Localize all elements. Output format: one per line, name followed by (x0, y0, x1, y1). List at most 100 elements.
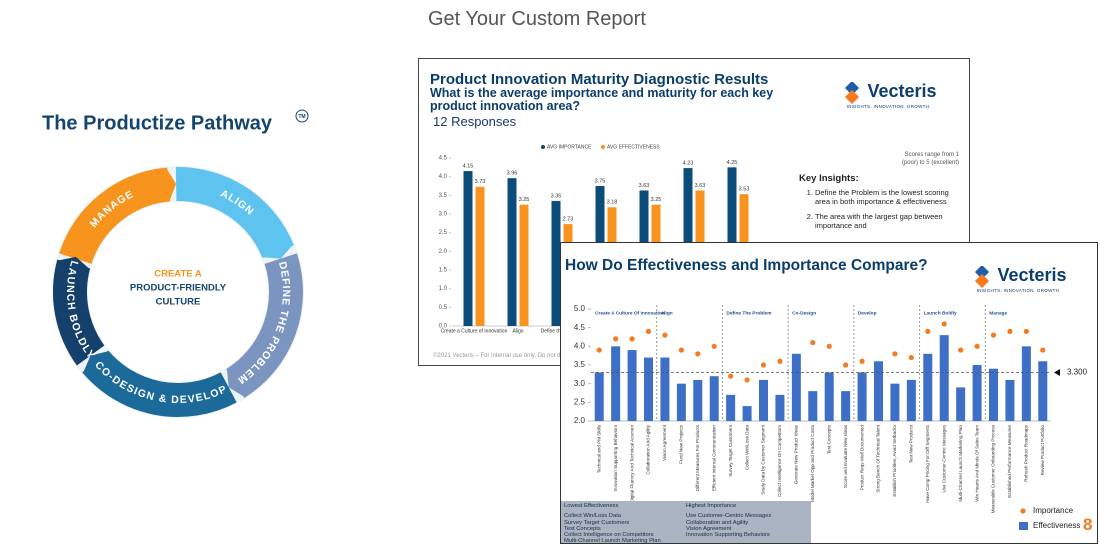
x-tick-label: Collect Intelligence On Competitors (777, 424, 782, 497)
front-title: How Do Effectiveness and Importance Comp… (565, 257, 928, 274)
bar (1038, 361, 1048, 421)
box-item: Test Concepts (564, 525, 601, 532)
y-tick-label: 4.5 (439, 156, 448, 162)
dot (925, 328, 931, 334)
x-tick-label: Score and Evaluate New Ideas (843, 424, 848, 488)
x-tick-label: Have Comp Pricing For Diff Segments (925, 424, 930, 502)
bar (972, 365, 982, 421)
stage-arrow (82, 351, 109, 374)
dot (662, 332, 668, 338)
x-tick-label: Use Customer-Centric Messages (941, 424, 946, 492)
stage-arrow (56, 256, 90, 270)
dot (613, 336, 619, 342)
group-label: Define The Problem (726, 310, 771, 316)
bar (551, 200, 561, 326)
y-tick-label: 3.0 (439, 212, 448, 218)
x-tick-label: Test Concepts (826, 424, 831, 454)
x-tick-label: Refresh Product Roadmaps (1024, 424, 1029, 481)
bar (594, 372, 604, 421)
legend-label: Effectiveness (1033, 521, 1080, 530)
x-tick-label: Efficient Internal Communication (711, 425, 716, 491)
x-tick-label: Product Reqs Well Documented (859, 425, 864, 491)
reference-label: 3.300 (1067, 368, 1088, 377)
legend-swatch (1019, 522, 1028, 530)
value-label: 3.63 (695, 183, 706, 189)
value-label: 3.96 (507, 171, 518, 177)
bar (1021, 346, 1031, 421)
dot (941, 321, 947, 327)
front-slide: 2.0 2.5 3.0 3.5 4.0 4.5 5.0 Create A Culture Of… (560, 242, 1098, 544)
bar (726, 394, 736, 421)
box-item: Survey Target Customers (564, 519, 630, 526)
back-logo: Vecteris INSIGHTS. INNOVATION. GROWTH. (841, 80, 937, 109)
group-label: Launch Boldly (924, 310, 957, 316)
box-item: Use Customer-Centric Messages (686, 513, 772, 520)
insights-title: Key Insights: (799, 173, 859, 184)
stage-arrow (226, 368, 246, 398)
bar (989, 368, 998, 421)
stage-arc (175, 167, 294, 259)
bar (519, 204, 529, 326)
trademark-circle (295, 109, 309, 123)
bar (808, 391, 818, 421)
x-tick-label: Study Data by Customer Segment (761, 424, 766, 494)
scores-note: Scores range from 1 (poor) to 5 (excelle… (901, 152, 959, 166)
logo-name: Vecteris (867, 81, 937, 101)
x-tick-label: Review Product Portfolio (1040, 425, 1045, 476)
legend-label: Importance (1033, 506, 1074, 515)
x-tick-label: Strong Bench Of Technical Talent (876, 424, 881, 492)
legend-swatch (601, 145, 605, 149)
stage-arrow (262, 244, 294, 259)
dot (1007, 328, 1013, 334)
y-tick-label: 3.0 (574, 379, 586, 388)
y-tick-label: 4.5 (574, 323, 586, 332)
bar (611, 346, 621, 421)
back-title: Product Innovation Maturity Diagnostic R… (430, 71, 769, 88)
center-circle (90, 204, 266, 380)
dot (760, 362, 767, 368)
y-tick-label: 1.5 (439, 268, 448, 274)
center-text: CREATE A (154, 269, 202, 280)
bar (463, 171, 473, 326)
dot (958, 347, 964, 353)
insight: Define the Problem is the lowest scoring… (815, 188, 949, 206)
bar (660, 357, 670, 421)
x-tick-label: Survey Target Customers (728, 424, 733, 476)
value-label: 4.23 (683, 161, 694, 167)
y-tick-label: 2.5 (574, 397, 586, 406)
group-label: Align (661, 310, 673, 316)
box-item: Innovation Supporting Behaviors (686, 532, 770, 539)
dot (695, 351, 701, 357)
bar (890, 383, 900, 421)
bar (923, 353, 933, 421)
back-question: What is the average importance and matur… (430, 86, 774, 113)
logo-tagline: INSIGHTS. INNOVATION. GROWTH. (846, 103, 931, 109)
page-header: Get Your Custom Report (428, 8, 646, 30)
bar (841, 391, 851, 421)
stage-arc (82, 350, 237, 417)
dot (711, 343, 717, 349)
y-tick-label: 2.5 (439, 230, 448, 236)
bar (1005, 379, 1015, 421)
value-label: 3.18 (607, 200, 618, 206)
logo-icon (844, 80, 860, 104)
dot (728, 373, 734, 379)
x-tick-label: Vision Agreement (662, 424, 667, 461)
box-item: Collect Intelligence on Competitors (564, 532, 654, 539)
bar (475, 186, 485, 326)
x-tick-label: Fund New Projects (679, 424, 684, 464)
value-label: 3.63 (639, 183, 650, 189)
group-label: Manage (989, 310, 1007, 316)
front-chart: 2.0 2.5 3.0 3.5 4.0 4.5 5.0 Create A Culture Of… (574, 304, 1088, 530)
center-text: CULTURE (156, 297, 201, 308)
dot (990, 332, 997, 338)
bar (759, 379, 768, 421)
value-label: 3.25 (651, 197, 662, 203)
value-label: 3.53 (739, 187, 750, 193)
logo-tagline: INSIGHTS. INNOVATION. GROWTH. (976, 287, 1061, 293)
y-tick-label: 0.5 (439, 305, 448, 311)
pathway-diagram: The Productize Pathway TM MANAGE ALIGNDEF… (42, 109, 309, 418)
center-text: PRODUCT-FRIENDLY (130, 283, 227, 294)
value-label: 4.15 (463, 164, 474, 170)
bar (644, 357, 653, 421)
